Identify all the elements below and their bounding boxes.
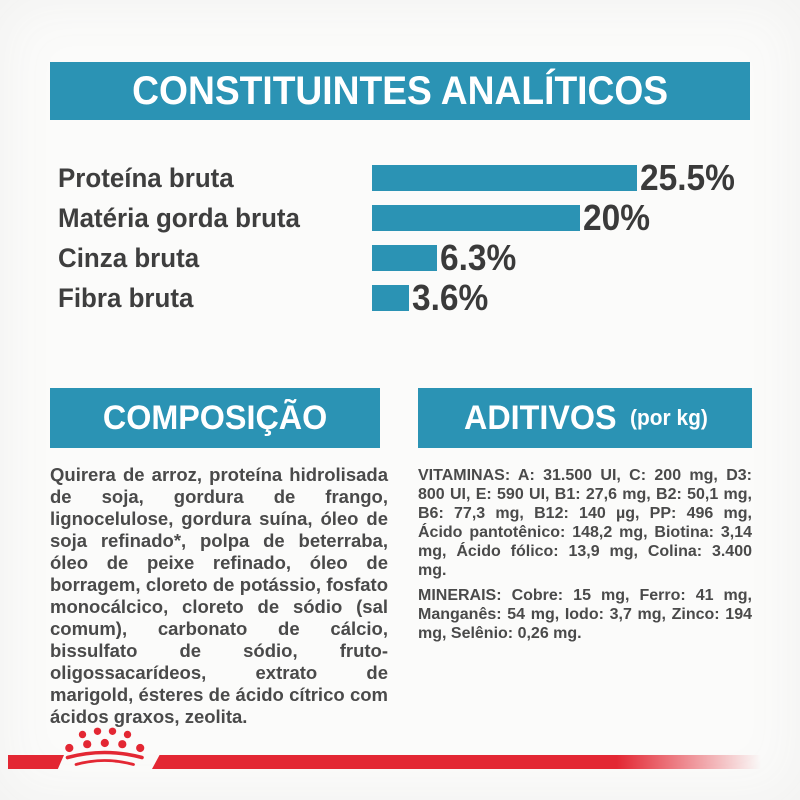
additives-banner: ADITIVOS (por kg)	[418, 388, 752, 448]
crown-base-arcs	[65, 750, 144, 766]
chart-bar	[372, 285, 409, 311]
chart-category-label: Fibra bruta	[58, 282, 194, 313]
additives-title-suffix: (por kg)	[630, 405, 709, 430]
chart-row: Matéria gorda bruta 20%	[58, 197, 758, 238]
footer-stripe-left	[8, 755, 64, 769]
chart-value-label: 3.6%	[412, 277, 489, 318]
chart-bar	[372, 245, 437, 271]
chart-value-label: 6.3%	[440, 237, 517, 278]
chart-row: Cinza bruta 6.3%	[58, 237, 758, 278]
royal-canin-crown-icon	[65, 727, 145, 766]
chart-value-label: 20%	[583, 197, 651, 238]
composition-body: Quirera de arroz, proteína hidrolisada d…	[50, 464, 388, 727]
composition-title: COMPOSIÇÃO	[102, 398, 328, 437]
chart-row: Proteína bruta 25.5%	[58, 157, 758, 198]
page-title: CONSTITUINTES ANALÍTICOS	[132, 68, 668, 113]
analytical-chart: Proteína bruta 25.5% Matéria gorda bruta 20…	[58, 157, 758, 318]
crown-dots	[65, 727, 145, 753]
chart-category-label: Matéria gorda bruta	[58, 202, 300, 233]
chart-category-label: Cinza bruta	[58, 242, 200, 273]
chart-bar	[372, 205, 580, 231]
chart-row: Fibra bruta 3.6%	[58, 277, 758, 318]
chart-bar	[372, 165, 637, 191]
composition-banner: COMPOSIÇÃO	[50, 388, 380, 448]
additives-title: ADITIVOS	[463, 398, 617, 437]
minerals-paragraph: MINERAIS: Cobre: 15 mg, Ferro: 41 mg, Ma…	[418, 587, 752, 642]
additives-body: VITAMINAS: A: 31.500 UI, C: 200 mg, D3: …	[418, 466, 752, 649]
chart-category-label: Proteína bruta	[58, 162, 234, 193]
vitamins-paragraph: VITAMINAS: A: 31.500 UI, C: 200 mg, D3: …	[418, 467, 752, 579]
analytical-constituents-banner: CONSTITUINTES ANALÍTICOS	[50, 62, 750, 120]
footer-stripe-right	[152, 755, 780, 769]
chart-value-label: 25.5%	[640, 157, 735, 198]
